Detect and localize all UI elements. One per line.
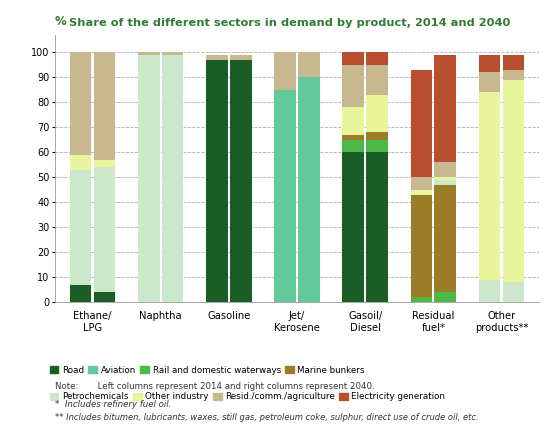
- Bar: [206, 54, 228, 60]
- Bar: [342, 135, 364, 140]
- Text: %: %: [55, 15, 67, 28]
- Bar: [298, 77, 320, 302]
- Bar: [434, 54, 456, 162]
- Bar: [70, 285, 91, 302]
- Bar: [366, 95, 388, 132]
- Text: Note:       Left columns represent 2014 and right columns represent 2040.: Note: Left columns represent 2014 and ri…: [55, 382, 375, 391]
- Bar: [138, 52, 160, 54]
- Bar: [342, 52, 364, 65]
- Bar: [478, 280, 500, 302]
- Bar: [434, 180, 456, 185]
- Bar: [434, 185, 456, 292]
- Bar: [478, 72, 500, 92]
- Bar: [410, 297, 432, 302]
- Bar: [478, 92, 500, 280]
- Bar: [503, 283, 524, 302]
- Bar: [503, 54, 524, 70]
- Bar: [342, 152, 364, 302]
- Bar: [138, 54, 160, 302]
- Bar: [94, 292, 115, 302]
- Bar: [366, 140, 388, 152]
- Bar: [162, 52, 184, 54]
- Bar: [434, 292, 456, 302]
- Bar: [366, 132, 388, 140]
- Bar: [478, 54, 500, 72]
- Bar: [274, 52, 296, 89]
- Text: ** Includes bitumen, lubricants, waxes, still gas, petroleum coke, sulphur, dire: ** Includes bitumen, lubricants, waxes, …: [55, 413, 478, 422]
- Bar: [230, 60, 252, 302]
- Bar: [410, 190, 432, 195]
- Bar: [342, 140, 364, 152]
- Bar: [503, 79, 524, 283]
- Bar: [342, 107, 364, 135]
- Bar: [162, 54, 184, 302]
- Text: *  Includes refinery fuel oil.: * Includes refinery fuel oil.: [55, 400, 172, 409]
- Bar: [342, 65, 364, 107]
- Bar: [298, 52, 320, 77]
- Bar: [274, 89, 296, 302]
- Bar: [410, 70, 432, 177]
- Bar: [410, 177, 432, 190]
- Bar: [366, 152, 388, 302]
- Bar: [94, 167, 115, 292]
- Bar: [70, 155, 91, 170]
- Bar: [503, 70, 524, 79]
- Bar: [230, 54, 252, 60]
- Bar: [410, 195, 432, 297]
- Bar: [70, 170, 91, 285]
- Bar: [94, 160, 115, 167]
- Bar: [434, 162, 456, 177]
- Bar: [206, 60, 228, 302]
- Bar: [366, 52, 388, 65]
- Bar: [434, 177, 456, 180]
- Bar: [94, 52, 115, 160]
- Text: Share of the different sectors in demand by product, 2014 and 2040: Share of the different sectors in demand…: [69, 18, 510, 28]
- Bar: [70, 52, 91, 155]
- Bar: [366, 65, 388, 95]
- Legend: Petrochemicals, Other industry, Resid./comm./agriculture, Electricity generation: Petrochemicals, Other industry, Resid./c…: [50, 393, 446, 401]
